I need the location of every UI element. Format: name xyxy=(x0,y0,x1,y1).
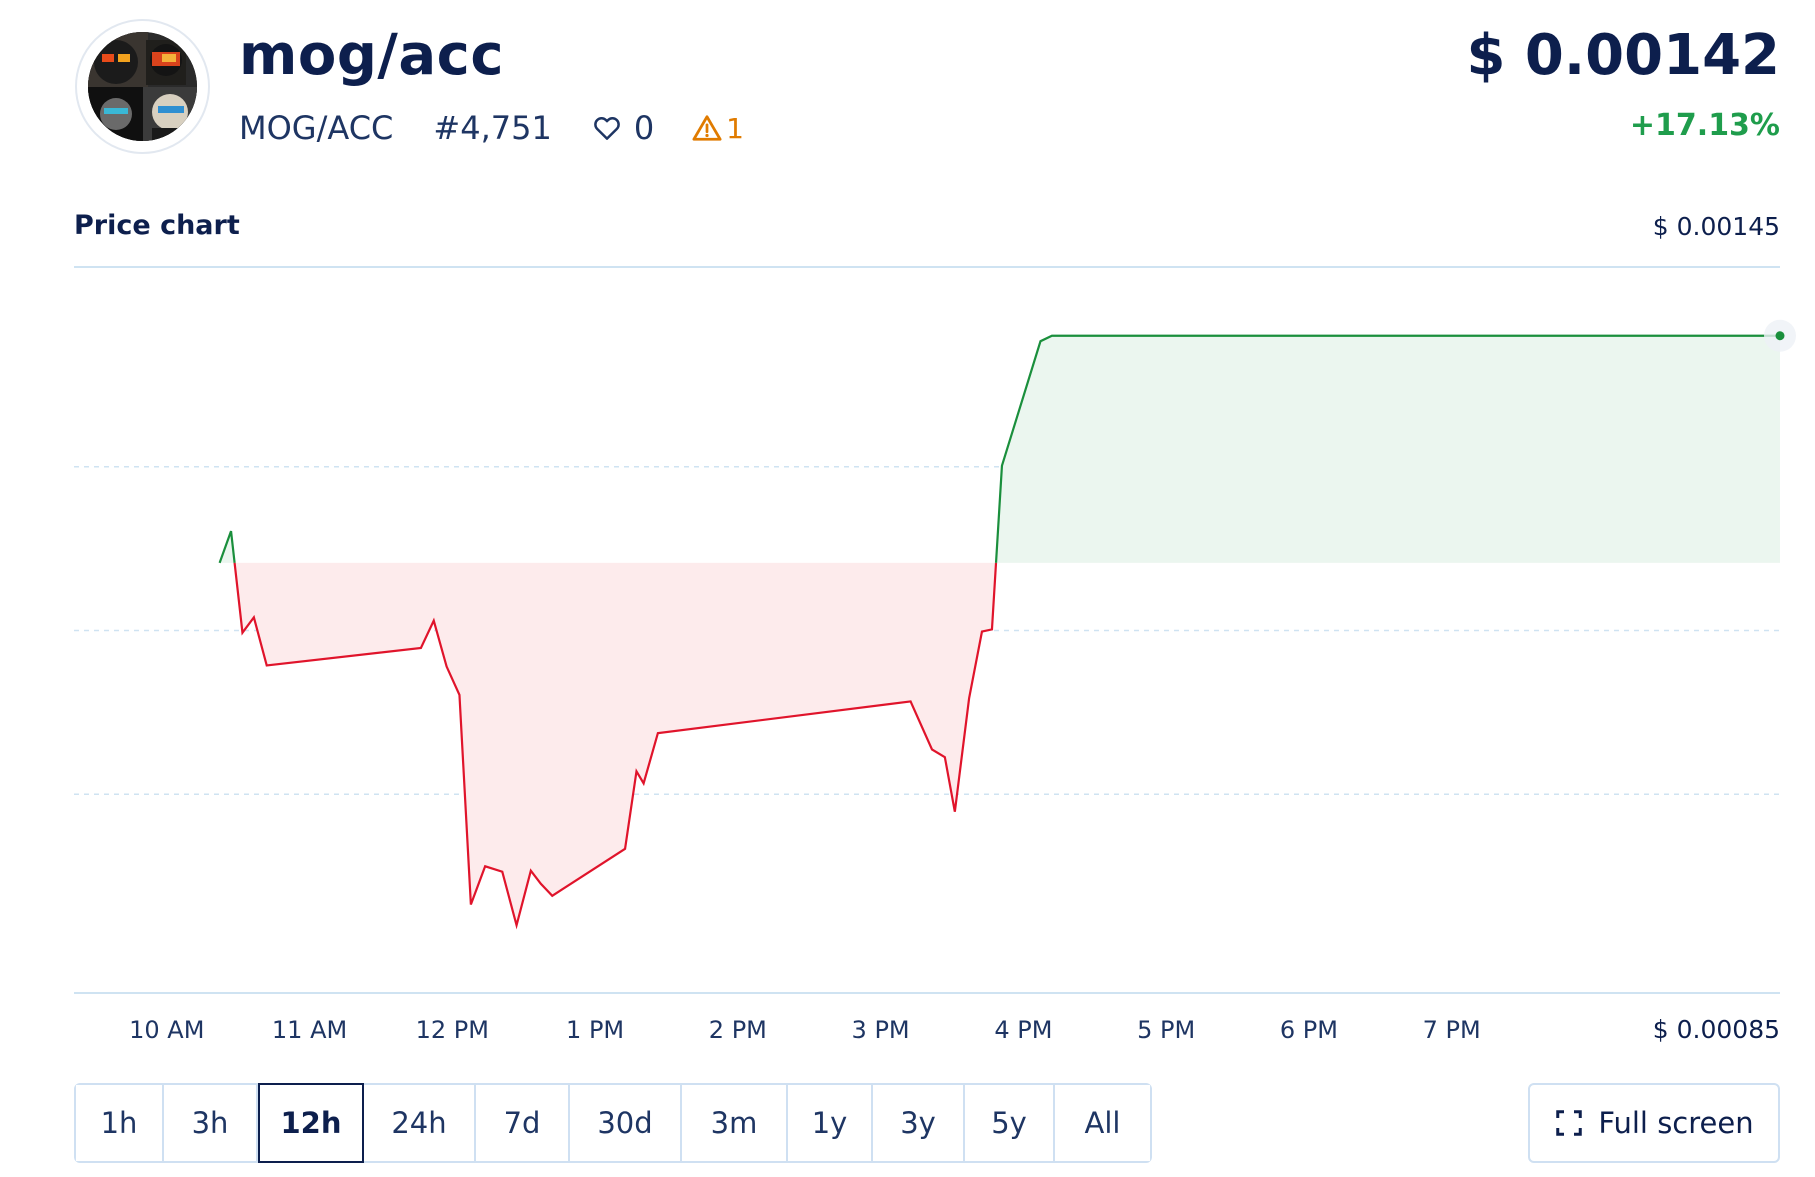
range-button-12h[interactable]: 12h xyxy=(258,1083,364,1163)
token-header: mog/acc MOG/ACC #4,751 0 1 $ 0.00142 +17… xyxy=(0,0,1815,190)
time-range-selector: 1h 3h 12h 24h 7d 30d 3m 1y 3y 5y All xyxy=(74,1083,1152,1163)
token-pair: MOG/ACC xyxy=(239,109,394,147)
warning-count: 1 xyxy=(726,111,744,145)
line-segment-down xyxy=(233,562,998,930)
chart-title: Price chart xyxy=(74,210,240,241)
last-point-dot xyxy=(1775,331,1785,341)
heart-icon xyxy=(593,116,620,140)
range-button-3y[interactable]: 3y xyxy=(873,1085,965,1161)
price-line xyxy=(218,334,1780,930)
token-avatar xyxy=(75,19,210,154)
chart-min-label: $ 0.00085 xyxy=(1652,1015,1780,1044)
line-segment-up xyxy=(218,530,236,564)
line-segment-up xyxy=(994,334,1780,563)
token-name: mog/acc xyxy=(239,23,505,88)
token-rank: #4,751 xyxy=(433,109,552,147)
x-tick-label: 2 PM xyxy=(708,1016,767,1044)
x-tick-label: 5 PM xyxy=(1137,1016,1196,1044)
area-fill-up xyxy=(996,335,1780,563)
range-button-24h[interactable]: 24h xyxy=(364,1085,476,1161)
token-price: $ 0.00142 xyxy=(1466,23,1780,88)
like-count: 0 xyxy=(633,109,655,147)
range-button-5y[interactable]: 5y xyxy=(965,1085,1055,1161)
x-tick-label: 3 PM xyxy=(851,1016,910,1044)
fullscreen-icon xyxy=(1556,1110,1583,1136)
warning-badge[interactable]: 1 xyxy=(692,112,744,145)
price-change: +17.13% xyxy=(1629,108,1780,143)
range-button-all[interactable]: All xyxy=(1055,1085,1150,1161)
price-chart[interactable] xyxy=(0,0,1815,1010)
x-tick-label: 7 PM xyxy=(1422,1016,1481,1044)
range-button-3m[interactable]: 3m xyxy=(682,1085,788,1161)
x-tick-label: 4 PM xyxy=(994,1016,1053,1044)
x-tick-label: 12 PM xyxy=(415,1016,489,1044)
x-tick-label: 1 PM xyxy=(566,1016,625,1044)
range-button-3h[interactable]: 3h xyxy=(164,1085,258,1161)
last-price-marker xyxy=(1764,319,1796,352)
fullscreen-button[interactable]: Full screen xyxy=(1528,1083,1780,1163)
x-tick-label: 6 PM xyxy=(1279,1016,1338,1044)
x-tick-label: 10 AM xyxy=(129,1016,205,1044)
range-button-7d[interactable]: 7d xyxy=(476,1085,570,1161)
x-tick-label: 11 AM xyxy=(271,1016,348,1044)
chart-max-label: $ 0.00145 xyxy=(1652,212,1780,241)
avatar-image xyxy=(88,32,197,141)
token-meta-row: MOG/ACC #4,751 0 1 xyxy=(239,104,744,152)
range-button-30d[interactable]: 30d xyxy=(570,1085,682,1161)
area-fill-down xyxy=(234,562,997,926)
fullscreen-label: Full screen xyxy=(1598,1106,1754,1140)
like-button[interactable]: 0 xyxy=(592,109,654,147)
warning-icon xyxy=(692,115,722,141)
range-button-1h[interactable]: 1h xyxy=(76,1085,164,1161)
range-button-1y[interactable]: 1y xyxy=(788,1085,873,1161)
